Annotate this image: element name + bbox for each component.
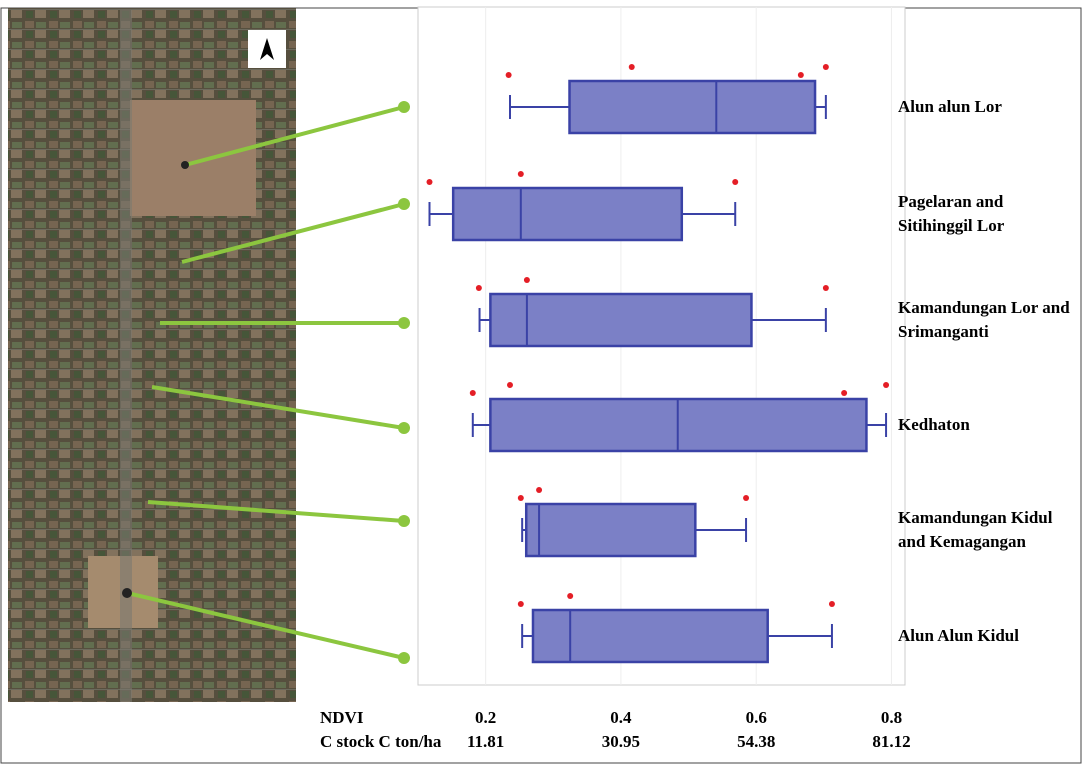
connectors	[126, 105, 405, 660]
connector	[126, 591, 405, 660]
secondary-tick-label: 11.81	[467, 732, 504, 751]
dot	[398, 652, 410, 664]
outlier	[536, 487, 543, 493]
x-tick-label: 0.6	[746, 708, 767, 727]
secondary-tick-label: 30.95	[602, 732, 640, 751]
box	[531, 608, 769, 664]
x-tick-label: 0.2	[475, 708, 496, 727]
outlier	[841, 390, 848, 396]
outlier	[628, 64, 635, 70]
secondary-axis-label: C stock C ton/ha	[320, 732, 442, 751]
category-label: Kedhaton	[898, 415, 970, 434]
outlier	[517, 495, 524, 501]
dot	[398, 422, 410, 434]
outlier	[475, 285, 482, 291]
box	[524, 502, 697, 558]
category-label: Kamandungan Kidul and Kemagangan	[898, 508, 1053, 551]
outlier	[469, 390, 476, 396]
outlier	[883, 382, 890, 388]
category-label: Pagelaran and Sitihinggil Lor	[898, 192, 1005, 235]
outlier	[426, 179, 433, 185]
dot	[398, 515, 410, 527]
outlier	[743, 495, 750, 501]
outlier	[517, 171, 524, 177]
road	[120, 10, 132, 702]
box	[451, 186, 684, 242]
x-tick-label: 0.8	[881, 708, 902, 727]
outlier	[506, 382, 513, 388]
dot	[181, 161, 189, 169]
dot	[398, 198, 410, 210]
outlier	[828, 601, 835, 607]
outlier	[523, 277, 530, 283]
outlier	[732, 179, 739, 185]
outlier	[505, 72, 512, 78]
box	[489, 292, 753, 348]
box	[568, 79, 817, 135]
connector-dots	[122, 101, 410, 664]
category-label: Alun Alun Kidul	[898, 626, 1019, 645]
outlier	[517, 601, 524, 607]
category-label: Alun alun Lor	[898, 97, 1002, 116]
secondary-tick-label: 54.38	[737, 732, 775, 751]
dot	[122, 588, 132, 598]
connector	[147, 500, 405, 523]
x-tick-label: 0.4	[610, 708, 632, 727]
connector	[184, 105, 405, 167]
dot	[398, 317, 410, 329]
category-label: Kamandungan Lor and Srimanganti	[898, 298, 1070, 341]
x-axis-label: NDVI	[320, 708, 364, 727]
field-north	[130, 100, 256, 216]
outlier	[822, 64, 829, 70]
outlier	[822, 285, 829, 291]
north-arrow	[260, 38, 274, 60]
connector	[181, 202, 405, 264]
connector	[151, 385, 405, 430]
secondary-tick-label: 81.12	[872, 732, 910, 751]
outlier	[797, 72, 804, 78]
dot	[398, 101, 410, 113]
outlier	[567, 593, 574, 599]
